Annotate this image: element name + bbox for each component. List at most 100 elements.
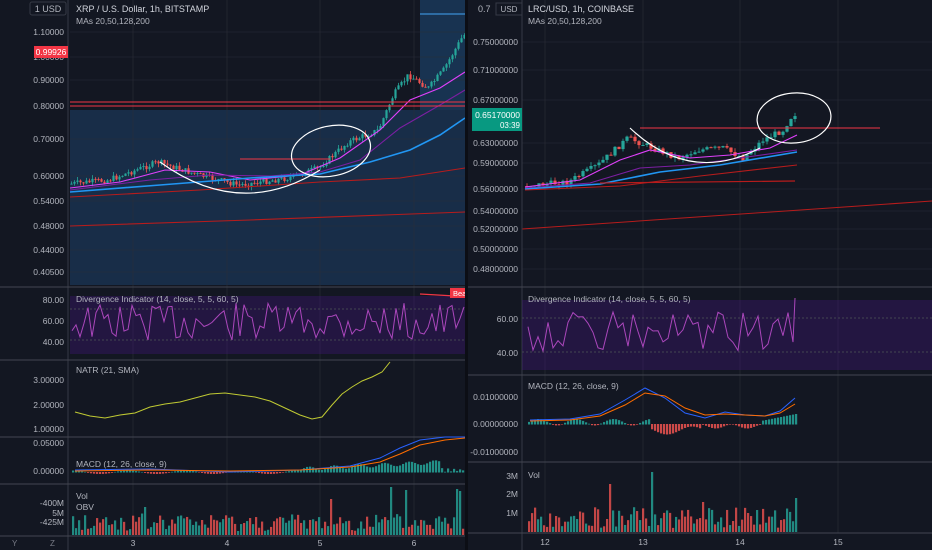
left-macd-pane[interactable]: MACD (12, 26, close, 9) 0.05000 0.00000 <box>33 436 466 476</box>
right-symbol[interactable]: LRC/USD, 1h, COINBASE <box>528 4 634 14</box>
right-candle <box>601 159 605 163</box>
right-macd-tick-zero: 0.00000000 <box>473 419 518 429</box>
left-volume-bar <box>204 524 207 535</box>
right-macd-bar <box>627 424 630 425</box>
left-macd-bar <box>384 462 387 473</box>
right-cup-curve[interactable] <box>629 127 761 164</box>
left-macd-bar <box>90 472 93 474</box>
right-macd-bar <box>609 419 612 425</box>
left-volume-bar <box>459 491 462 535</box>
left-vol-label[interactable]: Vol <box>76 491 88 501</box>
left-chart[interactable]: 1.10000 1.00000 0.90000 0.80000 0.70000 0.600… <box>0 0 467 550</box>
right-hline-support[interactable] <box>599 180 796 184</box>
left-volume-bar <box>132 515 135 535</box>
right-candle <box>773 131 777 138</box>
right-macd-bar <box>663 424 666 435</box>
left-macd-bar <box>420 464 423 473</box>
right-macd-bar <box>777 417 780 425</box>
right-divergence-line <box>527 297 796 353</box>
left-candle <box>412 78 415 80</box>
left-volume-bar <box>417 525 420 535</box>
right-macd-bar <box>666 424 669 435</box>
left-divergence-pane[interactable]: Bea Divergence Indicator (14, close, 5, … <box>43 288 467 354</box>
right-divergence-pane[interactable]: Divergence Indicator (14, close, 5, 5, 6… <box>497 294 932 370</box>
left-y-tick: 0.54000 <box>33 196 64 206</box>
right-macd-bar <box>654 424 657 431</box>
left-candle <box>448 59 451 65</box>
left-volume-bar <box>306 528 309 535</box>
right-vol-label[interactable]: Vol <box>528 470 540 480</box>
right-candle <box>641 144 645 146</box>
left-candle <box>436 74 439 81</box>
right-currency-box[interactable] <box>495 2 523 16</box>
left-candle <box>100 179 103 182</box>
right-macd-bar <box>765 420 768 425</box>
left-volume-bar <box>147 528 150 535</box>
left-volume-bar <box>438 516 441 535</box>
left-ma-line <box>69 89 466 191</box>
left-macd-bar <box>183 470 186 473</box>
left-currency-box[interactable] <box>29 1 67 16</box>
left-volume-bar <box>432 528 435 535</box>
left-volume-bar <box>420 519 423 535</box>
left-candle <box>169 164 172 166</box>
right-candle <box>597 162 601 166</box>
right-trendline[interactable] <box>521 200 932 230</box>
right-macd-bar <box>723 424 726 427</box>
left-cup-curve[interactable] <box>159 161 321 194</box>
left-symbol[interactable]: XRP / U.S. Dollar, 1h, BITSTAMP <box>76 4 209 14</box>
right-macd-bar <box>540 419 543 425</box>
left-volume-bar <box>102 519 105 535</box>
right-chart[interactable]: 0.75000000 0.71000000 0.67000000 0.63000000… <box>468 0 932 550</box>
right-candle <box>729 147 733 153</box>
right-y-tick: 0.48000000 <box>473 264 518 274</box>
left-natr-pane[interactable]: NATR (21, SMA) 3.00000 2.00000 1.00000 <box>33 361 391 434</box>
chart-divider[interactable] <box>465 0 468 550</box>
left-x-axis[interactable]: 3 4 5 6 <box>131 538 417 548</box>
left-volume-pane[interactable]: Vol OBV -400M 5M -425M <box>40 487 465 535</box>
right-macd-bar <box>702 424 705 425</box>
right-macd-bar <box>714 424 717 429</box>
right-macd-bar <box>606 420 609 425</box>
right-volume-bar <box>552 526 555 532</box>
left-divergence-label[interactable]: Divergence Indicator (14, close, 5, 5, 6… <box>76 294 239 304</box>
right-macd-pane[interactable]: MACD (12, 26, close, 9) 0.01000000 0.000… <box>470 381 798 457</box>
left-macd-bar <box>156 472 159 474</box>
left-natr-label[interactable]: NATR (21, SMA) <box>76 365 139 375</box>
right-macd-bar <box>636 424 639 425</box>
right-moving-averages <box>524 134 798 191</box>
left-mas-legend[interactable]: MAs 20,50,128,200 <box>76 16 150 26</box>
left-volume-bar <box>303 520 306 535</box>
right-volume-pane[interactable]: Vol 3M 2M 1M <box>506 470 798 532</box>
left-macd-bar <box>270 472 273 474</box>
left-volume-bar <box>78 520 81 535</box>
left-price-axis[interactable] <box>0 0 68 550</box>
right-volume-bar <box>690 516 693 532</box>
left-candle <box>94 178 97 180</box>
right-macd-bar <box>729 424 732 425</box>
right-breakout-ellipse[interactable] <box>755 90 833 146</box>
left-volume-bar <box>174 523 177 535</box>
left-candle <box>379 126 382 130</box>
left-natr-line <box>74 361 391 420</box>
right-macd-bar <box>768 419 771 425</box>
right-price-axis[interactable] <box>468 0 522 550</box>
right-macd-bar <box>744 424 747 429</box>
right-macd-label[interactable]: MACD (12, 26, close, 9) <box>528 381 619 391</box>
right-x-axis[interactable]: 12 13 14 15 <box>540 537 843 547</box>
left-macd-label[interactable]: MACD (12, 26, close, 9) <box>76 459 167 469</box>
right-mas-legend[interactable]: MAs 20,50,128,200 <box>528 16 602 26</box>
left-y-corner[interactable]: Y <box>12 539 18 548</box>
left-macd-bar <box>264 472 267 474</box>
left-z-corner[interactable]: Z <box>50 539 55 548</box>
left-range-box-top <box>420 0 465 110</box>
left-volume-bar <box>96 518 99 535</box>
right-candle <box>705 147 709 150</box>
right-macd-bar <box>786 415 789 425</box>
right-volume-bar <box>597 509 600 532</box>
left-breakout-ellipse[interactable] <box>287 118 376 184</box>
right-volume-bar <box>759 524 762 532</box>
left-moving-averages <box>69 71 466 227</box>
right-divergence-label[interactable]: Divergence Indicator (14, close, 5, 5, 6… <box>528 294 691 304</box>
left-obv-label[interactable]: OBV <box>76 502 94 512</box>
